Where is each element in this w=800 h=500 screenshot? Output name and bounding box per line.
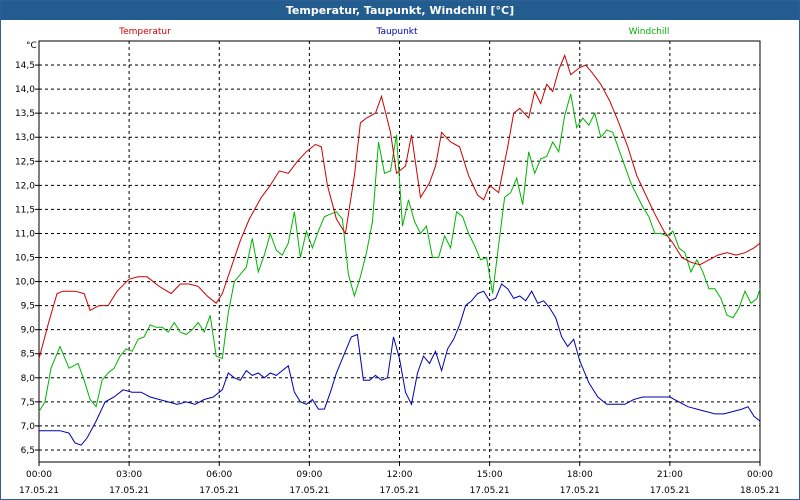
x-tick-date: 17.05.21 bbox=[289, 486, 329, 496]
series-line-temperatur bbox=[38, 53, 761, 359]
x-axis-ticks: 00:00 17.05.21 03:00 17.05.21 06:00 17.05.21 0… bbox=[19, 462, 780, 496]
y-tick-label: 10,0 bbox=[15, 278, 35, 288]
x-tick-time: 03:00 bbox=[116, 470, 142, 480]
x-tick-date: 18.05.21 bbox=[740, 486, 780, 496]
x-tick-time: 18:00 bbox=[567, 470, 593, 480]
y-tick-label: 14,0 bbox=[15, 85, 35, 95]
x-tick-date: 17.05.21 bbox=[19, 486, 59, 496]
y-tick-label: 9,0 bbox=[21, 326, 36, 336]
x-tick-time: 15:00 bbox=[477, 470, 503, 480]
series-line-windchill bbox=[38, 93, 761, 412]
y-tick-label: 6,5 bbox=[21, 446, 35, 456]
y-tick-label: 9,5 bbox=[21, 302, 35, 312]
x-tick-date: 17.05.21 bbox=[650, 486, 690, 496]
y-tick-label: 13,5 bbox=[15, 109, 35, 119]
y-axis-ticks: 6,5 7,0 7,5 8,0 8,5 9,0 9,5 10,0 10,5 11,0 11,5 12,… bbox=[15, 61, 39, 456]
y-tick-label: 7,0 bbox=[21, 422, 36, 432]
x-tick-time: 06:00 bbox=[206, 470, 232, 480]
series-lines bbox=[38, 53, 761, 446]
y-tick-label: 10,5 bbox=[15, 254, 35, 264]
y-tick-label: 7,5 bbox=[21, 398, 35, 408]
y-tick-label: 14,5 bbox=[15, 61, 35, 71]
y-tick-label: 8,5 bbox=[21, 350, 35, 360]
y-tick-label: 12,0 bbox=[15, 181, 35, 191]
y-tick-label: 12,5 bbox=[15, 157, 35, 167]
y-tick-label: 11,5 bbox=[15, 205, 35, 215]
x-tick-date: 17.05.21 bbox=[199, 486, 239, 496]
y-tick-label: 11,0 bbox=[15, 229, 35, 239]
x-tick-time: 09:00 bbox=[296, 470, 322, 480]
y-axis-unit: °C bbox=[26, 41, 37, 51]
series-line-taupunkt bbox=[39, 283, 761, 446]
x-tick-date: 17.05.21 bbox=[470, 486, 510, 496]
x-tick-time: 00:00 bbox=[747, 470, 773, 480]
x-tick-time: 21:00 bbox=[657, 470, 683, 480]
y-tick-label: 8,0 bbox=[21, 374, 36, 384]
legend-taupunkt: Taupunkt bbox=[375, 27, 418, 37]
x-tick-time: 12:00 bbox=[387, 470, 413, 480]
x-tick-date: 17.05.21 bbox=[109, 486, 149, 496]
legend-temperatur: Temperatur bbox=[118, 27, 171, 37]
x-tick-date: 17.05.21 bbox=[560, 486, 600, 496]
legend-windchill: Windchill bbox=[629, 27, 670, 37]
y-tick-label: 13,0 bbox=[15, 133, 35, 143]
x-tick-date: 17.05.21 bbox=[379, 486, 419, 496]
gridlines bbox=[39, 41, 760, 462]
window-title: Temperatur, Taupunkt, Windchill [°C] bbox=[1, 1, 799, 20]
x-tick-time: 00:00 bbox=[26, 470, 52, 480]
